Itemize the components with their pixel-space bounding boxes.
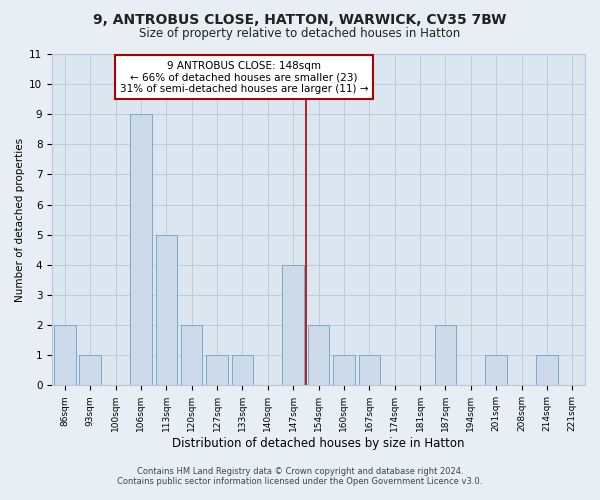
Bar (536, 355, 558, 386)
Bar (79, 355, 101, 386)
Text: Contains HM Land Registry data © Crown copyright and database right 2024.: Contains HM Land Registry data © Crown c… (137, 467, 463, 476)
Bar (485, 355, 507, 386)
Bar (359, 355, 380, 386)
Bar (308, 325, 329, 386)
Bar (333, 355, 355, 386)
Bar (434, 325, 456, 386)
Bar (206, 355, 228, 386)
Bar (155, 234, 177, 386)
Text: 9 ANTROBUS CLOSE: 148sqm
← 66% of detached houses are smaller (23)
31% of semi-d: 9 ANTROBUS CLOSE: 148sqm ← 66% of detach… (120, 60, 368, 94)
Text: Contains public sector information licensed under the Open Government Licence v3: Contains public sector information licen… (118, 477, 482, 486)
X-axis label: Distribution of detached houses by size in Hatton: Distribution of detached houses by size … (172, 437, 465, 450)
Bar (130, 114, 152, 386)
Text: 9, ANTROBUS CLOSE, HATTON, WARWICK, CV35 7BW: 9, ANTROBUS CLOSE, HATTON, WARWICK, CV35… (94, 12, 506, 26)
Y-axis label: Number of detached properties: Number of detached properties (15, 138, 25, 302)
Text: Size of property relative to detached houses in Hatton: Size of property relative to detached ho… (139, 28, 461, 40)
Bar (181, 325, 202, 386)
Bar (283, 265, 304, 386)
Bar (54, 325, 76, 386)
Bar (232, 355, 253, 386)
